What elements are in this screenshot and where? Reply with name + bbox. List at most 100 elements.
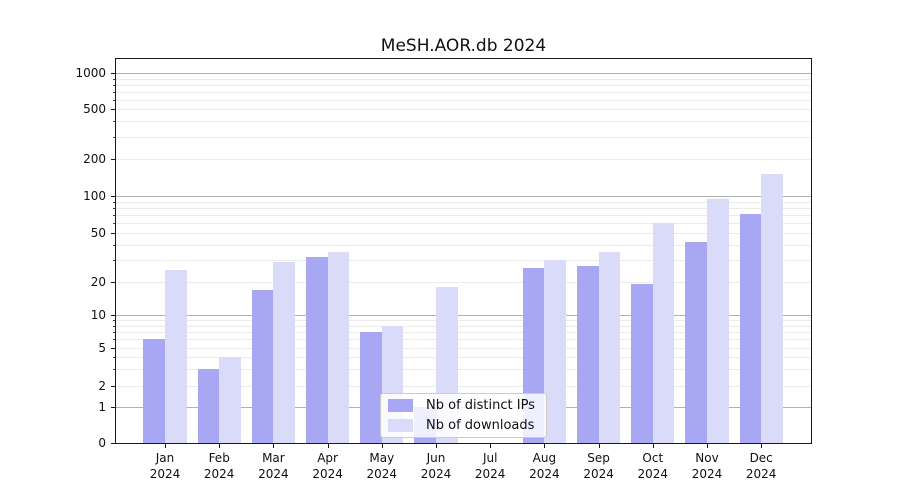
- x-tick-label: Aug 2024: [529, 451, 560, 481]
- y-tick: [111, 347, 115, 349]
- bar-downloads: [707, 199, 729, 443]
- y-tick: [111, 73, 115, 74]
- bar-downloads: [327, 251, 350, 443]
- y-tick-minor: [113, 137, 115, 138]
- y-tick-minor: [113, 201, 115, 203]
- y-tick-label: 200: [83, 152, 106, 166]
- y-gridline-minor: [116, 137, 811, 138]
- y-gridline-minor: [116, 325, 811, 327]
- y-gridline-major: [116, 196, 811, 198]
- y-gridline-minor: [116, 159, 811, 160]
- x-tick: [544, 444, 546, 448]
- x-tick-label: Nov 2024: [691, 451, 723, 481]
- y-tick-label: 1: [98, 399, 106, 414]
- bar-distinct-ips: [685, 242, 707, 443]
- y-tick-minor: [113, 84, 115, 86]
- legend: Nb of distinct IPs Nb of downloads: [380, 393, 547, 438]
- bar-downloads: [544, 260, 567, 443]
- y-tick-label: 2: [98, 378, 106, 393]
- y-gridline-minor: [116, 244, 811, 246]
- y-tick-minor: [113, 121, 115, 123]
- y-gridline-major: [116, 315, 811, 317]
- y-tick-minor: [113, 325, 115, 327]
- bar-downloads: [273, 261, 296, 443]
- y-gridline-major: [116, 73, 811, 74]
- x-tick-label: Jul 2024: [474, 451, 506, 481]
- legend-item: Nb of downloads: [388, 418, 546, 433]
- y-gridline-minor: [116, 368, 811, 370]
- legend-swatch: [388, 419, 413, 432]
- y-tick-label: 0: [98, 435, 106, 450]
- y-tick-minor: [113, 356, 115, 358]
- legend-item: Nb of distinct IPs: [388, 398, 546, 413]
- y-tick-minor: [113, 215, 115, 217]
- y-tick-label: 5: [98, 340, 106, 355]
- y-tick: [111, 406, 115, 408]
- y-gridline-minor: [116, 121, 811, 123]
- y-tick: [111, 159, 115, 160]
- x-tick: [436, 444, 437, 448]
- y-tick-label: 10: [90, 308, 106, 323]
- y-tick: [111, 233, 115, 234]
- bar-distinct-ips: [631, 284, 653, 443]
- y-tick-minor: [113, 339, 115, 341]
- x-tick-label: Jun 2024: [420, 451, 452, 481]
- y-tick-label: 50: [90, 226, 106, 240]
- y-tick: [111, 281, 115, 283]
- y-gridline-minor: [116, 233, 811, 234]
- y-tick-minor: [113, 91, 115, 93]
- bar-distinct-ips: [739, 213, 762, 443]
- y-gridline-minor: [116, 347, 811, 349]
- x-tick-label: Mar 2024: [258, 451, 289, 481]
- y-tick: [111, 196, 115, 198]
- y-gridline-minor: [116, 91, 811, 93]
- x-tick: [219, 444, 221, 448]
- y-tick-minor: [113, 223, 115, 225]
- bar-distinct-ips: [360, 331, 382, 443]
- legend-label: Nb of distinct IPs: [426, 398, 535, 413]
- y-tick-label: 1000: [75, 66, 106, 80]
- y-tick-minor: [113, 368, 115, 370]
- x-tick: [327, 444, 329, 448]
- x-tick-label: Apr 2024: [312, 451, 343, 481]
- bar-downloads: [652, 223, 675, 443]
- y-gridline-minor: [116, 201, 811, 203]
- x-tick: [761, 444, 763, 448]
- chart-title: MeSH.AOR.db 2024: [380, 36, 547, 56]
- y-gridline-minor: [116, 84, 811, 86]
- y-tick-label: 100: [83, 189, 106, 204]
- bar-distinct-ips: [576, 265, 599, 443]
- x-tick: [490, 444, 492, 448]
- y-gridline-minor: [116, 356, 811, 358]
- y-tick-minor: [113, 260, 115, 262]
- y-tick: [111, 442, 115, 444]
- y-tick-minor: [113, 78, 115, 80]
- x-tick: [652, 444, 654, 448]
- x-tick-label: Jan 2024: [149, 451, 181, 481]
- y-gridline-minor: [116, 208, 811, 210]
- y-tick: [111, 385, 115, 387]
- y-tick: [111, 315, 115, 317]
- y-gridline-minor: [116, 99, 811, 101]
- y-gridline-minor: [116, 339, 811, 341]
- x-tick-label: May 2024: [366, 451, 398, 481]
- bar-downloads: [219, 356, 241, 443]
- x-tick: [273, 444, 275, 448]
- x-tick-label: Oct 2024: [637, 451, 669, 481]
- y-gridline-minor: [116, 281, 811, 283]
- bar-distinct-ips: [251, 289, 274, 443]
- y-tick: [111, 109, 115, 111]
- bar-distinct-ips: [305, 256, 328, 443]
- y-gridline-minor: [116, 260, 811, 262]
- y-gridline-minor: [116, 223, 811, 225]
- y-tick-minor: [113, 331, 115, 333]
- y-gridline-minor: [116, 78, 811, 80]
- x-tick: [598, 444, 600, 448]
- y-tick-minor: [113, 320, 115, 322]
- bar-distinct-ips: [197, 368, 220, 443]
- bar-distinct-ips: [143, 339, 165, 443]
- legend-label: Nb of downloads: [426, 418, 535, 433]
- y-gridline-minor: [116, 320, 811, 322]
